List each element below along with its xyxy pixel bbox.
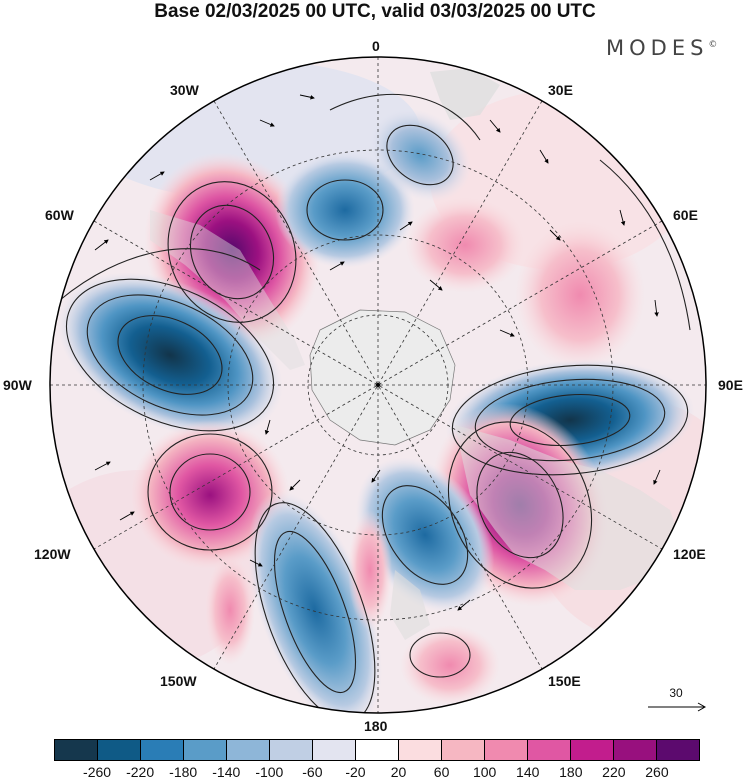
colorbar-swatch [97,740,140,760]
brand-logo: MODES© [606,36,717,60]
south-america-land [150,210,305,370]
colorbar-tick-label: 140 [516,764,540,780]
negative-anomaly [57,272,283,438]
negative-anomaly [275,152,415,268]
africa-land [430,68,500,120]
map-title: Base 02/03/2025 00 UTC, valid 03/03/2025… [154,1,596,22]
colorbar-swatch [355,740,398,760]
lon-label-30e: 30E [548,82,573,98]
lon-label-120e: 120E [673,546,706,562]
lon-label-90w: 90W [3,377,32,393]
positive-anomaly [400,625,500,705]
colorbar-tick-label: 260 [645,764,669,780]
colorbar-tick-label: 60 [433,764,450,780]
colorbar-tick-label: 220 [602,764,626,780]
colorbar-swatch [140,740,183,760]
brand-mark: © [708,40,718,50]
field-layer [50,57,706,713]
lon-label-0: 0 [372,38,380,54]
colorbar-swatch [269,740,312,760]
positive-anomaly [348,510,392,630]
positive-anomaly [205,555,255,665]
contour-lines [59,93,691,713]
colorbar-swatch [656,740,699,760]
lon-label-150w: 150W [160,673,197,689]
colorbar-tick-label: -140 [212,764,241,780]
lon-label-60w: 60W [45,207,74,223]
lon-label-30w: 30W [170,82,199,98]
brand-name: MODES [606,36,709,60]
colorbar-tick-label: -220 [126,764,155,780]
colorbar-swatch [613,740,656,760]
negative-anomaly [247,491,383,713]
colorbar-swatch [398,740,441,760]
graticule [50,57,706,713]
map-border [49,56,707,714]
colorbar-tick-label: 20 [390,764,407,780]
lon-label-120w: 120W [34,546,71,562]
south-pole [376,383,380,387]
lon-label-60e: 60E [673,207,698,223]
positive-anomaly [405,197,525,293]
colorbar-tick-label: -100 [255,764,284,780]
new-zealand-land [390,570,430,640]
colorbar-swatch [441,740,484,760]
lon-label-180: 180 [364,718,388,734]
colorbar-swatch [527,740,570,760]
colorbar-tick-label: -60 [302,764,323,780]
australia-land [455,425,680,590]
positive-anomaly [515,220,645,370]
colorbar-swatch [484,740,527,760]
colorbar [54,739,700,761]
colorbar-swatch [312,740,355,760]
colorbar-tick-label: -260 [83,764,112,780]
reference-vector: 30 [648,686,708,719]
colorbar-tick-label: -20 [345,764,366,780]
reference-vector-value: 30 [669,686,683,700]
colorbar-tick-label: 180 [559,764,583,780]
lon-label-90e: 90E [718,377,743,393]
colorbar-swatch [226,740,269,760]
negative-anomaly [368,108,472,202]
reference-arrow-icon [648,702,707,712]
colorbar-tick-label: 100 [472,764,497,780]
colorbar-swatch [570,740,613,760]
colorbar-tick-label: -180 [169,764,198,780]
colorbar-swatch [55,740,97,760]
lon-label-150e: 150E [548,673,581,689]
colorbar-swatch [183,740,226,760]
